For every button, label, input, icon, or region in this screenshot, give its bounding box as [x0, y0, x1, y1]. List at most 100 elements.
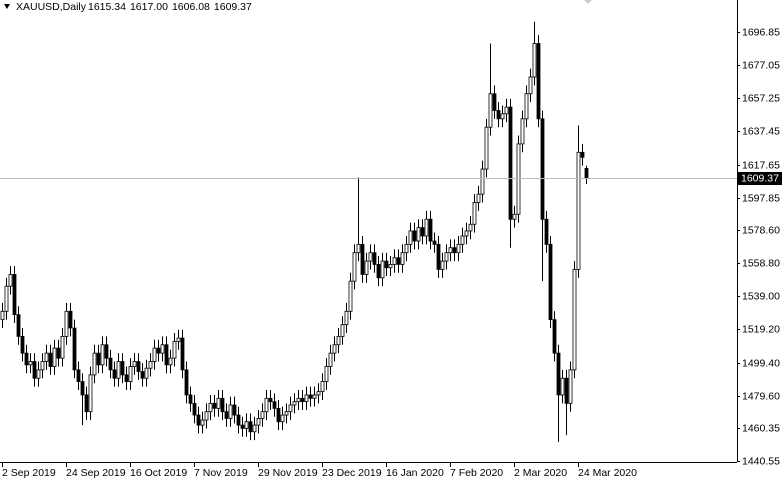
candle-body — [176, 337, 181, 342]
y-tick-label: 1440.55 — [742, 455, 780, 467]
x-tick-label: 24 Sep 2019 — [66, 467, 126, 479]
x-tick-label: 7 Feb 2020 — [450, 467, 503, 479]
candle-body — [328, 352, 333, 367]
y-tick-label: 1519.20 — [742, 323, 780, 335]
candle-body — [12, 274, 17, 316]
candle-body — [396, 257, 401, 265]
candle-body — [232, 404, 237, 416]
y-tick-label: 1597.85 — [742, 192, 780, 204]
candle-body — [488, 93, 493, 128]
candle-body — [456, 243, 461, 254]
candle-body — [184, 369, 189, 396]
candle-body — [336, 335, 341, 346]
y-tick-label: 1479.60 — [742, 390, 780, 402]
candle-body — [300, 397, 305, 403]
candle-body — [512, 213, 517, 220]
candle-body — [164, 344, 169, 366]
candle-body — [216, 397, 221, 409]
candle-body — [412, 230, 417, 242]
candle-body — [72, 327, 77, 371]
candle-body — [516, 143, 521, 215]
candle-body — [252, 424, 257, 433]
y-tick-label: 1539.00 — [742, 290, 780, 302]
candle-body — [420, 227, 425, 237]
candle-body — [296, 397, 301, 403]
candle-body — [452, 247, 457, 254]
candle-body — [292, 401, 297, 406]
candle-body — [384, 260, 389, 269]
candle-body — [8, 274, 13, 287]
candle-body — [36, 369, 41, 379]
candle-body — [304, 394, 309, 403]
candle-body — [28, 361, 33, 366]
candle-body — [400, 252, 405, 265]
candle-body — [532, 43, 537, 78]
x-tick-label: 23 Dec 2019 — [322, 467, 382, 479]
candle-body — [484, 126, 489, 170]
candle-body — [380, 260, 385, 279]
candle-body — [196, 414, 201, 426]
candle-body — [392, 257, 397, 265]
candle-body — [284, 411, 289, 416]
menu-triangle[interactable] — [4, 4, 10, 9]
candle-body — [96, 352, 101, 366]
y-tick-label: 1460.35 — [742, 422, 780, 434]
candle-body — [576, 151, 581, 270]
candle-body — [144, 367, 149, 379]
candle-body — [280, 414, 285, 423]
candle-body — [52, 347, 57, 367]
candle-body — [540, 118, 545, 220]
candle-body — [152, 347, 157, 362]
candle-body — [472, 202, 477, 225]
candle-body — [4, 285, 9, 312]
candle-body — [188, 394, 193, 404]
candle-body — [212, 402, 217, 409]
candle-body — [256, 418, 261, 426]
candle-body — [580, 151, 585, 158]
candle-body — [544, 218, 549, 245]
header-value: 1609.37 — [214, 1, 252, 13]
y-tick-label: 1637.45 — [742, 125, 780, 137]
y-tick-label: 1617.65 — [742, 159, 780, 171]
candle-body — [260, 411, 265, 419]
candle-body — [64, 310, 69, 337]
candle-body — [560, 377, 565, 396]
candle-body — [204, 411, 209, 421]
candle-body — [408, 230, 413, 245]
candle-body — [572, 269, 577, 371]
candle-body — [504, 106, 509, 115]
candle-body — [476, 193, 481, 203]
shift-marker — [584, 0, 592, 4]
x-tick-label: 24 Mar 2020 — [578, 467, 637, 479]
candle-body — [140, 371, 145, 379]
candle-body — [100, 344, 105, 366]
candle-body — [148, 361, 153, 369]
candle-body — [132, 361, 137, 367]
candle-body — [24, 352, 29, 366]
candle-body — [172, 341, 177, 359]
candle-body — [208, 402, 213, 413]
candle-body — [428, 218, 433, 242]
candle-body — [312, 394, 317, 399]
candle-body — [332, 344, 337, 354]
candle-body — [168, 357, 173, 366]
candle-body — [376, 264, 381, 279]
candle-body — [500, 113, 505, 120]
x-tick-label: 2 Mar 2020 — [514, 467, 567, 479]
candle-body — [220, 397, 225, 413]
candle-body — [344, 310, 349, 326]
candle-body — [112, 369, 117, 379]
last-price-box — [738, 172, 782, 185]
candle-body — [120, 361, 125, 376]
candle-body — [160, 344, 165, 354]
candle-body — [372, 252, 377, 265]
candle-body — [88, 374, 93, 413]
symbol-label: XAUUSD,Daily — [16, 1, 87, 13]
candle-body — [552, 319, 557, 354]
candle-body — [464, 230, 469, 237]
candle-body — [80, 381, 85, 396]
header-value: 1606.08 — [172, 1, 210, 13]
candle-body — [584, 168, 589, 179]
candle-body — [240, 424, 245, 429]
